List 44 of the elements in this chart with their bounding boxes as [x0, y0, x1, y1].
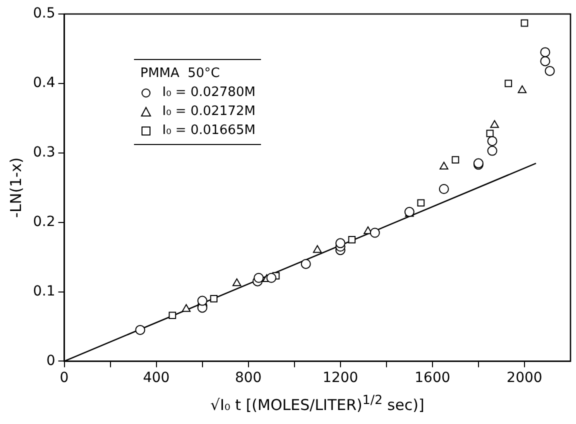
point — [135, 324, 146, 335]
x-tick-label: 800 — [234, 370, 262, 386]
point — [438, 184, 449, 194]
point — [452, 156, 460, 164]
x-tick-label: 1200 — [322, 370, 358, 386]
y-axis-title: -LN(1-x) — [6, 157, 25, 218]
point — [518, 85, 527, 94]
point — [168, 312, 176, 320]
point — [504, 80, 512, 88]
point — [417, 199, 425, 207]
x-tick-label: 2000 — [506, 370, 542, 386]
point — [300, 258, 311, 269]
point — [335, 238, 346, 248]
legend-label: I₀ = 0.02172M — [162, 104, 256, 119]
point — [440, 162, 448, 170]
point — [312, 245, 322, 253]
point — [490, 120, 499, 128]
x-tick-label: 0 — [60, 370, 69, 386]
point — [487, 136, 498, 146]
x-tick-label: 400 — [142, 370, 170, 386]
y-tick-label: 0.3 — [33, 144, 56, 161]
y-tick-label: 0 — [46, 352, 56, 369]
point — [540, 56, 550, 66]
point — [520, 19, 528, 27]
point — [487, 146, 498, 156]
y-tick-label: 0.2 — [33, 214, 56, 230]
point — [182, 304, 191, 312]
point — [210, 295, 218, 302]
point — [232, 278, 242, 286]
legend-label: I₀ = 0.01665M — [162, 123, 256, 138]
x-axis-title: √I₀ t [(MOLES/LITER)$^{1/2}$ sec)] — [209, 392, 426, 414]
legend-label: I₀ = 0.02780M — [162, 85, 256, 100]
point — [266, 272, 276, 283]
point — [348, 236, 356, 244]
y-tick-label: 0.4 — [33, 75, 56, 92]
y-tick-label: 0.5 — [33, 6, 56, 22]
x-tick-label: 1600 — [414, 370, 450, 386]
point — [254, 272, 264, 283]
point — [544, 66, 555, 76]
point — [370, 228, 380, 238]
point — [540, 47, 550, 58]
y-tick-label: 0.1 — [33, 283, 56, 300]
point — [197, 296, 208, 306]
legend-title: PMMA 50°C — [140, 65, 221, 83]
